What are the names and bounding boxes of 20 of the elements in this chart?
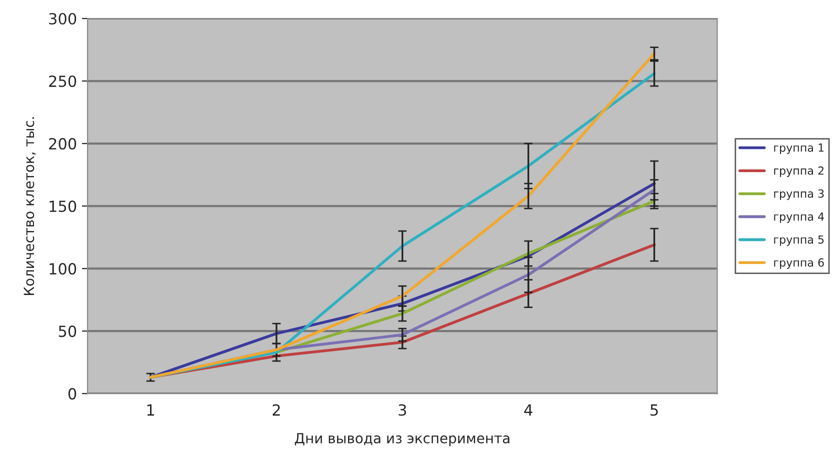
y-tick-label: 300 [49, 12, 76, 25]
x-axis-title: Дни вывода из эксперимента [294, 433, 510, 446]
legend-label: группа 3 [774, 189, 824, 200]
y-tick-label: 0 [68, 388, 76, 400]
y-tick-label: 200 [49, 138, 76, 150]
y-axis-title: Количество клеток, тыс. [24, 117, 36, 295]
legend-label: группа 4 [774, 212, 824, 223]
x-tick-label: 1 [147, 404, 154, 416]
legend-label: группа 6 [774, 258, 824, 269]
legend-label: группа 2 [774, 166, 824, 177]
x-tick-label: 4 [524, 404, 532, 416]
y-tick-label: 150 [50, 200, 76, 212]
y-tick-label: 50 [58, 326, 76, 338]
x-tick-label: 3 [398, 404, 406, 416]
legend-label: группа 5 [774, 235, 824, 246]
y-tick-label: 250 [49, 75, 76, 88]
legend-label: группа 1 [774, 144, 824, 154]
x-tick-label: 5 [650, 404, 658, 416]
y-tick-label: 100 [50, 263, 76, 275]
x-tick-label: 2 [272, 404, 280, 416]
